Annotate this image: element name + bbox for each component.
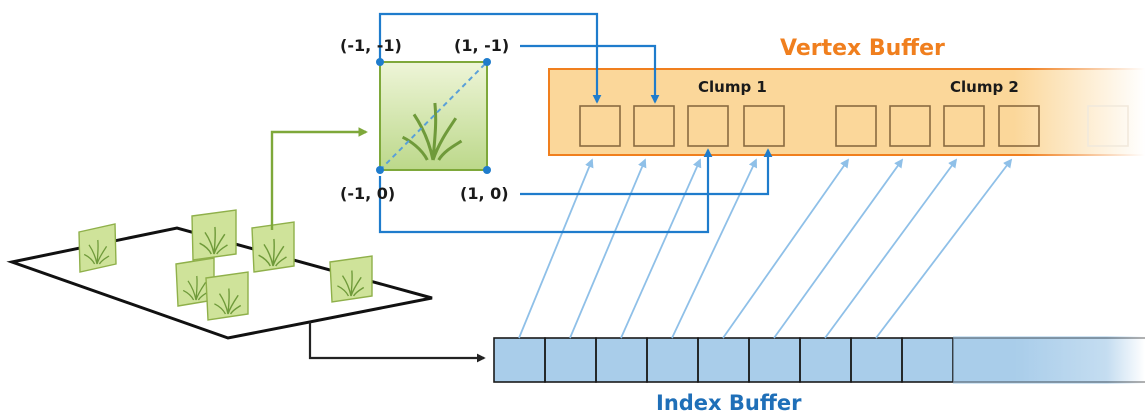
billboard bbox=[205, 271, 249, 321]
vertex-cell bbox=[633, 105, 675, 147]
grass-quad bbox=[376, 58, 491, 174]
arrow-top-right-corner bbox=[520, 44, 660, 104]
vertex-buffer-cells bbox=[579, 105, 1129, 147]
vertex-cell bbox=[889, 105, 931, 147]
corner-point bbox=[376, 58, 384, 66]
vertex-buffer-bar bbox=[548, 68, 1145, 156]
corner-to-vertex-arrows bbox=[378, 12, 773, 234]
vertex-cell bbox=[943, 105, 985, 147]
vertex-cell bbox=[998, 105, 1040, 147]
billboard-to-quad-arrow bbox=[270, 127, 368, 230]
terrain-outline bbox=[6, 226, 433, 340]
vertex-cell bbox=[743, 105, 785, 147]
corner-point bbox=[483, 166, 491, 174]
index-to-vertex-arrows bbox=[518, 158, 1013, 339]
corner-label-bottom-left: (-1, 0) bbox=[340, 184, 396, 203]
corner-label-bottom-right: (1, 0) bbox=[460, 184, 509, 203]
vertex-cell bbox=[1087, 105, 1129, 147]
index-buffer bbox=[493, 336, 1145, 384]
quad-diagonal bbox=[379, 61, 488, 171]
grass-billboards bbox=[78, 209, 373, 321]
clump-1-label: Clump 1 bbox=[698, 78, 767, 96]
clump-2-label: Clump 2 bbox=[950, 78, 1019, 96]
terrain-patch bbox=[6, 209, 433, 340]
corner-label-top-right: (1, -1) bbox=[454, 36, 510, 55]
corner-point bbox=[483, 58, 491, 66]
billboard bbox=[251, 221, 295, 273]
billboard bbox=[78, 223, 117, 273]
terrain-to-index-arrow bbox=[308, 322, 486, 363]
arrow-top-left-corner bbox=[378, 12, 602, 104]
billboard bbox=[191, 209, 237, 261]
vertex-buffer bbox=[548, 68, 1145, 156]
corner-point bbox=[376, 166, 384, 174]
corner-label-top-left: (-1, -1) bbox=[340, 36, 402, 55]
vertex-cell bbox=[835, 105, 877, 147]
arrow-bottom-right-corner bbox=[520, 148, 773, 196]
vertex-cell bbox=[687, 105, 729, 147]
arrow-bottom-left-corner bbox=[378, 148, 713, 234]
index-buffer-cells bbox=[493, 336, 1145, 384]
billboard bbox=[329, 255, 373, 303]
index-buffer-title: Index Buffer bbox=[656, 391, 802, 415]
vertex-buffer-title: Vertex Buffer bbox=[780, 36, 945, 61]
vertex-cell bbox=[579, 105, 621, 147]
